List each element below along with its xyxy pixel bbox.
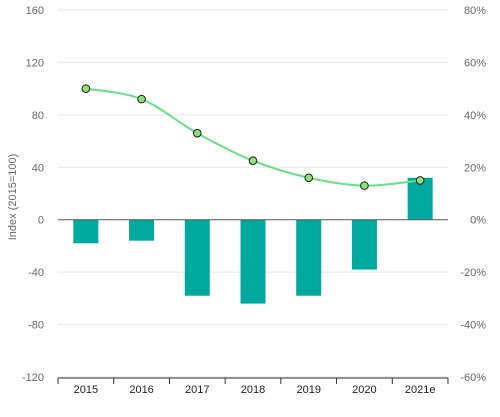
x-tick-label: 2016 (129, 384, 153, 396)
bar-series (73, 177, 433, 304)
left-tick-label: -120 (22, 372, 44, 384)
x-tick-label: 2018 (241, 384, 265, 396)
left-tick-label: 160 (26, 5, 44, 17)
left-tick-label: 40 (32, 162, 44, 174)
series-line (85, 87, 421, 187)
line-point (248, 156, 258, 166)
line-point (137, 94, 146, 104)
bar (129, 219, 155, 241)
left-tick-label: -80 (28, 320, 44, 332)
bar (184, 219, 210, 296)
line-point (304, 173, 314, 183)
left-axis-ticks: -120 -80 -40 0 40 80 120 160 (22, 5, 44, 384)
left-tick-label: 80 (32, 110, 44, 122)
right-tick-label: 20% (464, 162, 486, 174)
left-axis-label: Index (2015=100) (7, 154, 19, 241)
line-point (415, 176, 425, 185)
bar (407, 177, 433, 220)
right-tick-label: 40% (464, 110, 486, 122)
right-tick-label: 0% (470, 215, 486, 227)
x-tick-label: 2017 (185, 384, 209, 396)
right-axis-ticks: -60% -40% -20% 0% 20% 40% 60% 80% (460, 5, 486, 384)
left-tick-label: 120 (26, 57, 44, 69)
bar (351, 219, 377, 270)
gridlines (58, 9, 448, 378)
line-point (360, 181, 369, 190)
line-point (81, 84, 91, 93)
line-series (85, 87, 421, 187)
right-tick-label: -60% (460, 372, 486, 384)
left-tick-label: -40 (28, 267, 44, 279)
x-tick-label: 2020 (352, 384, 376, 396)
bar (240, 219, 266, 304)
bar (73, 219, 99, 244)
x-tick-label: 2021e (405, 384, 436, 396)
right-tick-label: 60% (464, 57, 486, 69)
x-axis: 2015 2016 2017 2018 2019 2020 2021e (57, 377, 449, 396)
x-tick-label: 2015 (74, 384, 98, 396)
right-tick-label: -40% (460, 320, 486, 332)
left-tick-label: 0 (38, 215, 44, 227)
line-markers (81, 84, 425, 190)
right-tick-label: 80% (464, 5, 486, 17)
right-tick-label: -20% (460, 267, 486, 279)
line-point (192, 128, 202, 138)
x-tick-label: 2019 (296, 384, 320, 396)
bar (296, 219, 322, 296)
